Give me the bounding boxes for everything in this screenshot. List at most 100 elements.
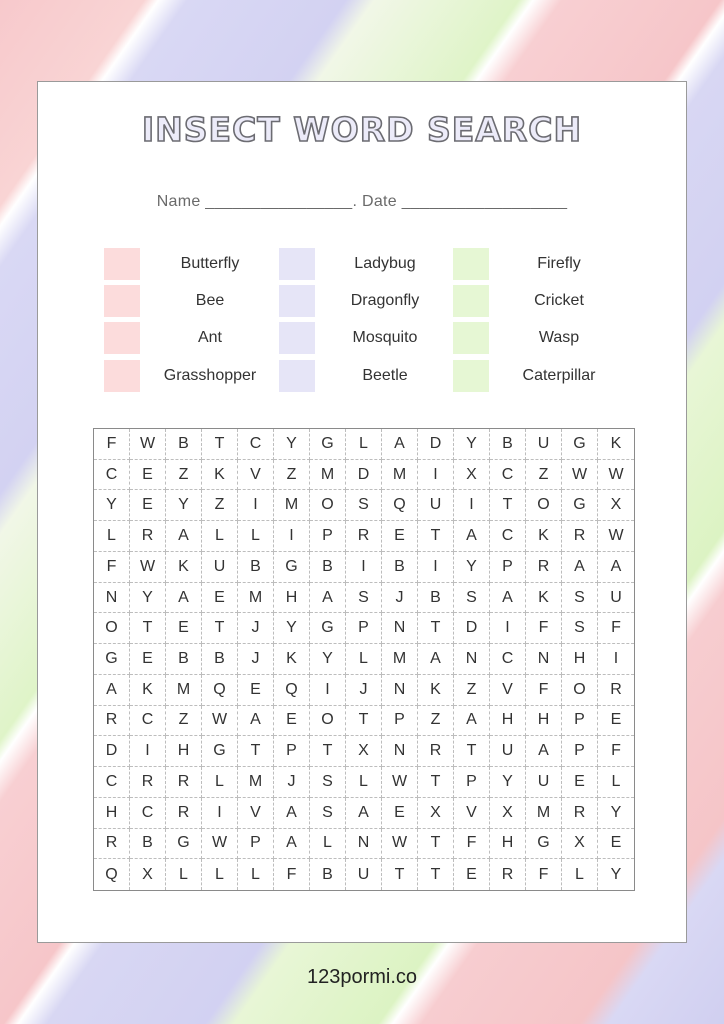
grid-cell[interactable]: T xyxy=(418,859,454,890)
grid-cell[interactable]: A xyxy=(274,828,310,860)
grid-cell[interactable]: F xyxy=(598,736,634,768)
grid-cell[interactable]: V xyxy=(454,797,490,829)
checkbox-swatch[interactable] xyxy=(453,248,489,280)
grid-cell[interactable]: O xyxy=(562,674,598,706)
grid-cell[interactable]: R xyxy=(346,521,382,552)
checkbox-swatch[interactable] xyxy=(279,248,315,280)
grid-cell[interactable]: K xyxy=(526,582,562,614)
grid-cell[interactable]: A xyxy=(526,736,562,768)
grid-cell[interactable]: Y xyxy=(94,490,130,522)
grid-cell[interactable]: N xyxy=(382,613,418,645)
grid-cell[interactable]: R xyxy=(166,797,202,829)
grid-cell[interactable]: H xyxy=(274,582,310,614)
grid-cell[interactable]: J xyxy=(274,767,310,798)
grid-cell[interactable]: F xyxy=(526,674,562,706)
grid-cell[interactable]: L xyxy=(202,521,238,552)
grid-cell[interactable]: E xyxy=(382,797,418,829)
grid-cell[interactable]: B xyxy=(418,582,454,614)
grid-cell[interactable]: A xyxy=(238,705,274,737)
grid-cell[interactable]: E xyxy=(130,490,166,522)
grid-cell[interactable]: G xyxy=(526,828,562,860)
grid-cell[interactable]: G xyxy=(310,429,346,460)
grid-cell[interactable]: D xyxy=(346,459,382,491)
grid-cell[interactable]: U xyxy=(202,551,238,583)
grid-cell[interactable]: K xyxy=(274,644,310,675)
grid-cell[interactable]: B xyxy=(490,429,526,460)
grid-cell[interactable]: I xyxy=(418,551,454,583)
grid-cell[interactable]: I xyxy=(274,521,310,552)
grid-cell[interactable]: S xyxy=(310,767,346,798)
grid-cell[interactable]: H xyxy=(94,797,130,829)
grid-cell[interactable]: F xyxy=(454,828,490,860)
grid-cell[interactable]: I xyxy=(130,736,166,768)
grid-cell[interactable]: C xyxy=(490,644,526,675)
grid-cell[interactable]: T xyxy=(418,613,454,645)
checkbox-swatch[interactable] xyxy=(104,248,140,280)
grid-cell[interactable]: M xyxy=(166,674,202,706)
grid-cell[interactable]: L xyxy=(562,859,598,890)
grid-cell[interactable]: R xyxy=(562,797,598,829)
checkbox-swatch[interactable] xyxy=(104,322,140,354)
grid-cell[interactable]: B xyxy=(166,429,202,460)
grid-cell[interactable]: P xyxy=(310,521,346,552)
grid-cell[interactable]: Y xyxy=(274,613,310,645)
grid-cell[interactable]: S xyxy=(346,582,382,614)
grid-cell[interactable]: E xyxy=(238,674,274,706)
grid-cell[interactable]: T xyxy=(202,613,238,645)
grid-cell[interactable]: H xyxy=(490,705,526,737)
grid-cell[interactable]: X xyxy=(562,828,598,860)
grid-cell[interactable]: E xyxy=(598,829,634,860)
checkbox-swatch[interactable] xyxy=(279,285,315,317)
grid-cell[interactable]: V xyxy=(490,674,526,706)
grid-cell[interactable]: P xyxy=(346,613,382,645)
grid-cell[interactable]: Y xyxy=(274,429,310,460)
grid-cell[interactable]: F xyxy=(526,613,562,645)
grid-cell[interactable]: Y xyxy=(490,767,526,798)
grid-cell[interactable]: W xyxy=(598,460,634,491)
grid-cell[interactable]: D xyxy=(454,613,490,645)
grid-cell[interactable]: K xyxy=(130,674,166,706)
grid-cell[interactable]: A xyxy=(166,582,202,614)
grid-cell[interactable]: U xyxy=(346,859,382,890)
grid-cell[interactable]: N xyxy=(346,828,382,860)
grid-cell[interactable]: A xyxy=(418,644,454,675)
grid-cell[interactable]: T xyxy=(418,828,454,860)
grid-cell[interactable]: N xyxy=(94,582,130,614)
grid-cell[interactable]: L xyxy=(166,859,202,890)
grid-cell[interactable]: R xyxy=(94,705,130,737)
grid-cell[interactable]: G xyxy=(562,429,598,460)
checkbox-swatch[interactable] xyxy=(453,360,489,392)
grid-cell[interactable]: E xyxy=(274,705,310,737)
grid-cell[interactable]: D xyxy=(94,736,130,768)
grid-cell[interactable]: M xyxy=(238,767,274,798)
grid-cell[interactable]: B xyxy=(238,551,274,583)
grid-cell[interactable]: F xyxy=(598,613,634,645)
grid-cell[interactable]: B xyxy=(382,551,418,583)
grid-cell[interactable]: N xyxy=(526,644,562,675)
grid-cell[interactable]: B xyxy=(202,644,238,675)
grid-cell[interactable]: Y xyxy=(598,798,634,829)
grid-cell[interactable]: O xyxy=(310,490,346,522)
grid-cell[interactable]: R xyxy=(130,521,166,552)
grid-cell[interactable]: T xyxy=(382,859,418,890)
grid-cell[interactable]: M xyxy=(310,459,346,491)
checkbox-swatch[interactable] xyxy=(453,285,489,317)
grid-cell[interactable]: L xyxy=(598,767,634,798)
grid-cell[interactable]: G xyxy=(274,551,310,583)
grid-cell[interactable]: Y xyxy=(310,644,346,675)
grid-cell[interactable]: C xyxy=(94,767,130,798)
checkbox-swatch[interactable] xyxy=(104,285,140,317)
grid-cell[interactable]: L xyxy=(94,521,130,552)
grid-cell[interactable]: Z xyxy=(202,490,238,522)
grid-cell[interactable]: T xyxy=(418,767,454,798)
grid-cell[interactable]: F xyxy=(94,429,130,460)
grid-cell[interactable]: R xyxy=(166,767,202,798)
grid-cell[interactable]: W xyxy=(130,551,166,583)
grid-cell[interactable]: A xyxy=(598,552,634,583)
grid-cell[interactable]: E xyxy=(202,582,238,614)
grid-cell[interactable]: P xyxy=(562,736,598,768)
checkbox-swatch[interactable] xyxy=(453,322,489,354)
grid-cell[interactable]: H xyxy=(562,644,598,675)
grid-cell[interactable]: A xyxy=(454,705,490,737)
grid-cell[interactable]: U xyxy=(418,490,454,522)
